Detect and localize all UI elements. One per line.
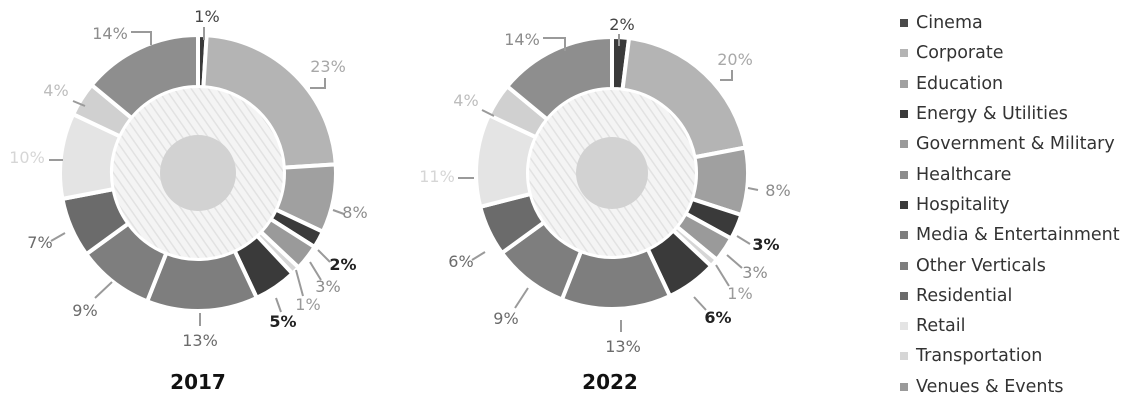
legend-item: Education [900, 69, 1120, 99]
legend-item: Corporate [900, 38, 1120, 68]
legend-swatch [900, 49, 908, 58]
data-label: 7% [27, 233, 52, 252]
legend-swatch [900, 352, 908, 361]
leader-line [94, 281, 113, 299]
slice-2017-12 [88, 32, 200, 121]
data-label: 3% [752, 235, 779, 254]
leader-line [310, 78, 326, 89]
leader-line [481, 109, 495, 117]
leader-line [317, 249, 331, 263]
legend-item: Residential [900, 281, 1120, 311]
leader-line [693, 296, 707, 311]
legend-swatch [900, 79, 908, 88]
data-label: 1% [295, 295, 320, 314]
legend-label: Government & Military [916, 134, 1115, 155]
data-label: 4% [43, 81, 68, 100]
legend-label: Education [916, 73, 1004, 94]
leader-line [720, 70, 733, 81]
leader-line [295, 269, 304, 297]
legend-item: Retail [900, 311, 1120, 341]
legend-label: Other Verticals [916, 255, 1046, 276]
legend-label: Cinema [916, 13, 983, 34]
legend-item: Healthcare [900, 159, 1120, 189]
legend-item: Cinema [900, 8, 1120, 38]
legend-label: Transportation [916, 346, 1043, 367]
legend-item: Other Verticals [900, 250, 1120, 280]
leader-line [726, 254, 743, 269]
data-label: 10% [9, 148, 45, 167]
legend-swatch [900, 170, 908, 179]
slice-2022-12 [504, 34, 614, 123]
legend-swatch [900, 382, 908, 391]
data-label: 8% [342, 203, 367, 222]
leader-line [131, 31, 152, 45]
legend-swatch [900, 110, 908, 119]
data-label: 4% [453, 91, 478, 110]
legend-swatch [900, 322, 908, 331]
legend-label: Hospitality [916, 194, 1010, 215]
legend-label: Corporate [916, 43, 1004, 64]
data-label: 20% [717, 50, 753, 69]
leader-line [543, 37, 566, 51]
legend-swatch [900, 140, 908, 149]
leader-line [471, 251, 486, 261]
data-label: 14% [92, 24, 128, 43]
chart-title-2022: 2022 [582, 370, 638, 394]
data-label: 6% [704, 308, 731, 327]
data-label: 1% [194, 7, 219, 26]
leader-line [715, 264, 730, 287]
legend-swatch [900, 291, 908, 300]
legend-swatch [900, 19, 908, 28]
data-label: 5% [269, 312, 296, 331]
data-label: 13% [605, 337, 641, 356]
legend-item: Government & Military [900, 129, 1120, 159]
donut-chart-2022: 2% 20% 8% 3% 3% 1% 6% 13% 9% 6% 11% 4% 14% [419, 15, 790, 356]
legend-swatch [900, 200, 908, 209]
legend-label: Media & Entertainment [916, 225, 1120, 246]
donut-chart-2017: 1%23%8%2%3%1%5%13%9%7%10%4%14% [9, 7, 367, 350]
data-label: 9% [493, 309, 518, 328]
donut-hub [160, 135, 236, 211]
legend-item: Transportation [900, 341, 1120, 371]
leader-line [332, 209, 345, 215]
legend-swatch [900, 261, 908, 270]
data-label: 2% [329, 255, 356, 274]
data-label: 9% [72, 301, 97, 320]
chart-title-2017: 2017 [170, 370, 226, 394]
legend-item: Media & Entertainment [900, 220, 1120, 250]
legend: Cinema Corporate Education Energy & Utiliti… [900, 8, 1120, 402]
data-label: 3% [315, 277, 340, 296]
legend-label: Energy & Utilities [916, 104, 1068, 125]
data-label: 8% [765, 181, 790, 200]
leader-line [736, 235, 751, 245]
legend-label: Healthcare [916, 164, 1012, 185]
leader-line [72, 100, 86, 107]
legend-label: Retail [916, 316, 966, 337]
data-label: 23% [310, 57, 346, 76]
legend-item: Energy & Utilities [900, 99, 1120, 129]
legend-label: Residential [916, 285, 1013, 306]
leader-line [50, 232, 66, 242]
legend-label: Venues & Events [916, 376, 1064, 397]
data-label: 14% [504, 30, 540, 49]
data-label: 1% [727, 284, 752, 303]
data-label: 11% [419, 167, 455, 186]
data-label: 6% [448, 252, 473, 271]
legend-item: Venues & Events [900, 372, 1120, 402]
legend-item: Hospitality [900, 190, 1120, 220]
legend-swatch [900, 231, 908, 240]
leader-line [747, 187, 759, 191]
leader-line [275, 297, 282, 313]
leader-line [309, 261, 322, 281]
leader-line [514, 287, 529, 309]
data-label: 2% [609, 15, 634, 34]
data-label: 3% [742, 263, 767, 282]
data-label: 13% [182, 331, 218, 350]
donut-hub [576, 137, 648, 209]
